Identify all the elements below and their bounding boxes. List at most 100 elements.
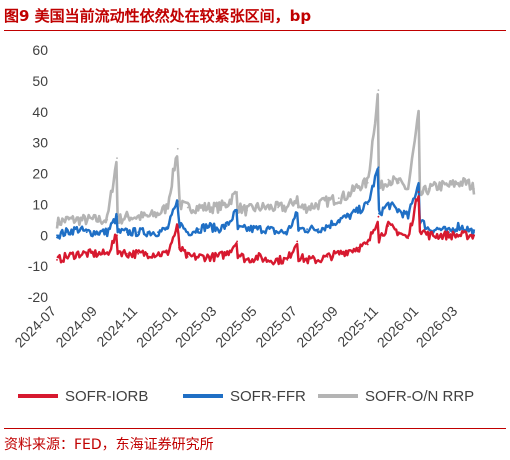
x-tick-label: 2025-11 [334,303,381,350]
data-point [65,256,68,258]
data-point [473,234,475,237]
data-point [326,200,329,203]
data-point [186,231,189,234]
data-point [317,203,320,206]
y-tick-label: 0 [40,227,48,243]
data-point [116,157,118,160]
data-point [387,178,390,181]
data-point [438,184,441,187]
y-axis-ticks: -20 -10 0 10 20 30 40 50 60 [28,42,48,305]
data-point [387,203,390,206]
data-point [306,206,308,209]
x-tick-label: 2025-01 [133,303,181,351]
data-point [178,246,181,249]
data-point [297,228,299,231]
footer-divider [4,428,506,429]
data-point [236,240,239,243]
data-point [106,252,109,255]
y-tick-label: 50 [32,73,48,89]
data-point [137,215,140,218]
data-point [207,225,210,227]
data-point [407,215,409,218]
series-line-sofr-o-n-rrp [55,93,476,229]
x-tick-label: 2025-03 [172,303,220,351]
data-point [166,206,169,209]
data-point [97,252,99,255]
data-point [106,231,109,234]
data-point [265,206,268,209]
data-point [397,209,400,212]
data-point [473,188,475,190]
data-point [198,206,200,209]
data-point [246,228,248,231]
data-point [407,188,409,190]
data-point [76,218,79,221]
x-tick-label: 2026-03 [413,303,461,351]
y-tick-label: 20 [32,166,48,182]
data-point [207,256,210,258]
data-point [166,252,169,255]
data-point [236,228,239,231]
x-tick-label: 2024-07 [11,303,59,351]
data-point [246,259,248,261]
data-point [146,215,149,218]
data-point [417,181,420,184]
data-point [357,209,360,212]
data-point [457,225,460,227]
data-point [236,206,239,209]
data-point [366,243,369,246]
data-point [297,206,299,209]
data-point [56,259,58,261]
data-point [378,237,380,240]
data-point [296,197,299,200]
data-point [106,218,109,221]
legend-label: SOFR-FFR [230,388,306,405]
y-tick-label: -10 [28,258,48,274]
data-point [216,228,219,231]
data-point [347,215,349,218]
data-point [326,256,329,258]
data-point [357,246,360,249]
data-point [56,234,58,237]
data-point [65,231,68,234]
data-point [198,228,200,231]
data-point [116,231,119,234]
data-point [256,228,259,231]
data-point [438,234,441,237]
data-point [296,240,299,243]
data-point [176,147,179,150]
data-point [337,197,340,200]
data-point [186,206,189,209]
data-point [157,231,159,234]
data-point [277,206,279,209]
y-tick-label: 60 [32,42,48,58]
data-point [236,209,239,212]
data-point [186,256,189,258]
data-point [337,252,340,255]
data-point [225,203,228,206]
data-point [286,231,289,234]
data-point [216,256,219,258]
data-point [377,89,380,91]
data-point [265,228,268,231]
x-tick-label: 2026-01 [374,303,422,351]
series-lines [55,89,476,266]
x-tick-label: 2025-09 [293,303,341,351]
y-tick-label: 30 [32,135,48,151]
data-point [286,206,289,209]
data-point [277,231,279,234]
data-point [427,234,430,237]
data-point [126,231,128,234]
data-point [236,252,239,255]
chart-area: -20 -10 0 10 20 30 40 50 60 2024-072024-092024-1… [11,42,476,405]
data-point [198,256,200,258]
legend: SOFR-IORB SOFR-FFR SOFR-O/N RRP [18,388,474,405]
data-point [116,234,118,237]
data-point [207,206,210,209]
data-point [146,231,149,234]
chart-title: 图9 美国当前流动性依然处在较紧张区间，bp [4,7,312,25]
data-point [97,231,99,234]
data-point [347,194,349,197]
data-point [256,256,259,258]
data-point [85,252,88,255]
